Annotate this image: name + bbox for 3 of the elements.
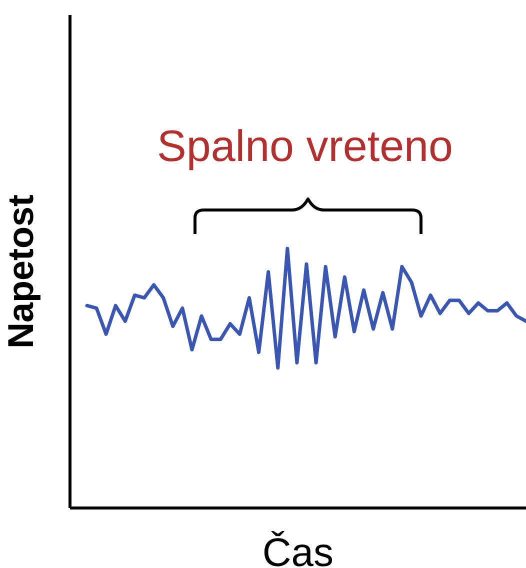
x-axis-title: Čas: [262, 531, 334, 568]
y-axis-title: Napetost: [0, 194, 41, 349]
chart-title: Spalno vreteno: [156, 122, 454, 172]
